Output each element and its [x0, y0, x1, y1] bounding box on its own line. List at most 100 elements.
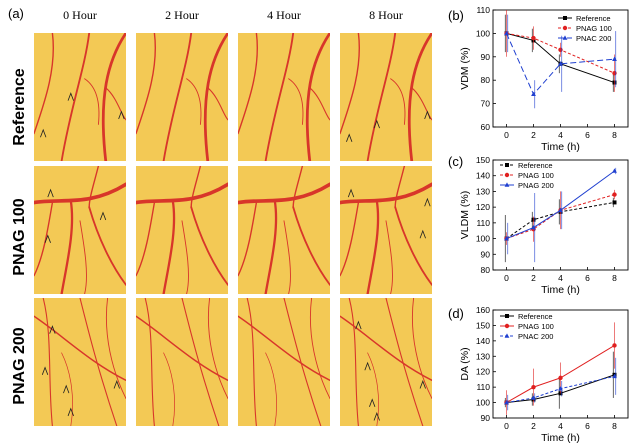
data-point: [558, 207, 563, 213]
micro-image-r0-c1: [136, 33, 228, 161]
chart-d-svg: (d) 90 100 110 120 130 140 150 160 0 2 4 6 8 Time (h) D…: [448, 305, 629, 444]
series-line: [506, 345, 615, 404]
micro-image-r2-c1: [136, 298, 228, 426]
x-tick-label: 8: [612, 421, 617, 431]
y-tick-label: 150: [476, 155, 490, 165]
y-tick-label: 140: [476, 171, 490, 181]
chart-d: (d) 90 100 110 120 130 140 150 160 0 2 4 6 8 Time (h) D…: [448, 300, 635, 447]
x-tick-label: 4: [558, 273, 563, 283]
y-tick-label: 90: [481, 413, 491, 423]
x-axis-label: Time (h): [541, 141, 580, 153]
micro-image-r1-c3: [340, 166, 432, 294]
y-tick-label: 90: [481, 52, 491, 62]
column-header-8h: 8 Hour: [369, 8, 403, 22]
data-point: [504, 399, 509, 405]
x-tick-label: 0: [504, 130, 509, 140]
micro-image-r1-c1: [136, 166, 228, 294]
legend-label: PNAC 200: [518, 332, 553, 341]
micro-image-r2-c3: [340, 298, 432, 426]
legend-label: PNAG 200: [518, 181, 554, 190]
x-tick-label: 6: [585, 130, 590, 140]
y-tick-label: 100: [476, 234, 490, 244]
y-tick-label: 100: [476, 398, 490, 408]
y-axis-label: VDM (%): [459, 47, 471, 90]
y-tick-label: 130: [476, 351, 490, 361]
series-line: [506, 374, 615, 404]
panel-letter: (d): [448, 306, 464, 321]
data-point: [563, 16, 567, 20]
y-tick-label: 80: [481, 265, 491, 275]
data-point: [558, 61, 563, 66]
y-tick-label: 120: [476, 202, 490, 212]
series-line: [506, 33, 615, 96]
y-tick-label: 110: [476, 5, 490, 15]
micro-image-r0-c2: [238, 33, 330, 161]
y-tick-label: 160: [476, 305, 490, 315]
column-header-2h: 2 Hour: [165, 8, 199, 22]
y-tick-label: 150: [476, 320, 490, 330]
data-point: [531, 91, 536, 97]
data-point: [558, 386, 563, 391]
data-point: [505, 314, 509, 318]
x-tick-label: 0: [504, 421, 509, 431]
y-tick-label: 100: [476, 28, 490, 38]
series-line: [506, 375, 615, 404]
data-point: [531, 224, 536, 230]
micro-image-r1-c0: [34, 166, 126, 294]
chart-c: (c) 80 90 100 110 120 130 140 150 0 2 4 6 8 Time (h) VL…: [448, 150, 635, 300]
data-point: [504, 30, 509, 36]
x-tick-label: 6: [585, 273, 590, 283]
x-tick-label: 2: [531, 273, 536, 283]
micro-image-r0-c3: [340, 33, 432, 161]
panel-a-letter: (a): [8, 6, 24, 21]
x-tick-label: 4: [558, 130, 563, 140]
data-point: [612, 343, 617, 348]
data-point: [504, 182, 510, 187]
micro-image-r2-c0: [34, 298, 126, 426]
x-axis-label: Time (h): [541, 432, 580, 444]
data-point: [504, 323, 510, 329]
x-axis-label: Time (h): [541, 284, 580, 296]
legend-label: Reference: [518, 161, 553, 170]
legend-label: Reference: [518, 312, 553, 321]
series-line: [506, 32, 615, 84]
y-tick-label: 140: [476, 336, 490, 346]
y-tick-label: 110: [476, 382, 490, 392]
x-tick-label: 8: [612, 273, 617, 283]
series-line: [506, 201, 615, 239]
x-tick-label: 0: [504, 273, 509, 283]
micro-image-r1-c2: [238, 166, 330, 294]
data-point: [558, 375, 563, 381]
x-tick-label: 8: [612, 130, 617, 140]
panel-letter: (c): [448, 154, 463, 169]
legend-label: PNAG 100: [518, 322, 554, 331]
panel-letter: (b): [448, 8, 464, 23]
data-point: [531, 395, 536, 400]
data-point: [562, 25, 568, 31]
y-tick-label: 90: [481, 249, 491, 259]
y-axis-label: DA (%): [459, 347, 471, 380]
data-point: [612, 200, 617, 205]
data-point: [505, 163, 509, 167]
series-line: [506, 32, 615, 74]
data-point: [504, 235, 509, 241]
data-point: [612, 192, 617, 197]
data-point: [562, 35, 568, 40]
data-point: [504, 172, 510, 178]
y-tick-label: 130: [476, 186, 490, 196]
x-tick-label: 2: [531, 130, 536, 140]
legend-label: PNAC 200: [576, 34, 611, 43]
series-line: [506, 170, 615, 240]
legend-label: PNAG 100: [518, 171, 554, 180]
legend-label: PNAG 100: [576, 24, 612, 33]
column-header-0h: 0 Hour: [63, 8, 97, 22]
row-label-reference: Reference: [11, 68, 28, 146]
x-tick-label: 6: [585, 421, 590, 431]
data-point: [612, 56, 617, 61]
micro-image-r2-c2: [238, 298, 330, 426]
chart-b: (b) 60 70 80 90 100 110 0 2 4 6 8 Time (h) VDM (%) Ref…: [448, 0, 635, 153]
data-point: [531, 384, 536, 390]
x-tick-label: 2: [531, 421, 536, 431]
x-tick-label: 4: [558, 421, 563, 431]
series-line: [506, 194, 615, 240]
